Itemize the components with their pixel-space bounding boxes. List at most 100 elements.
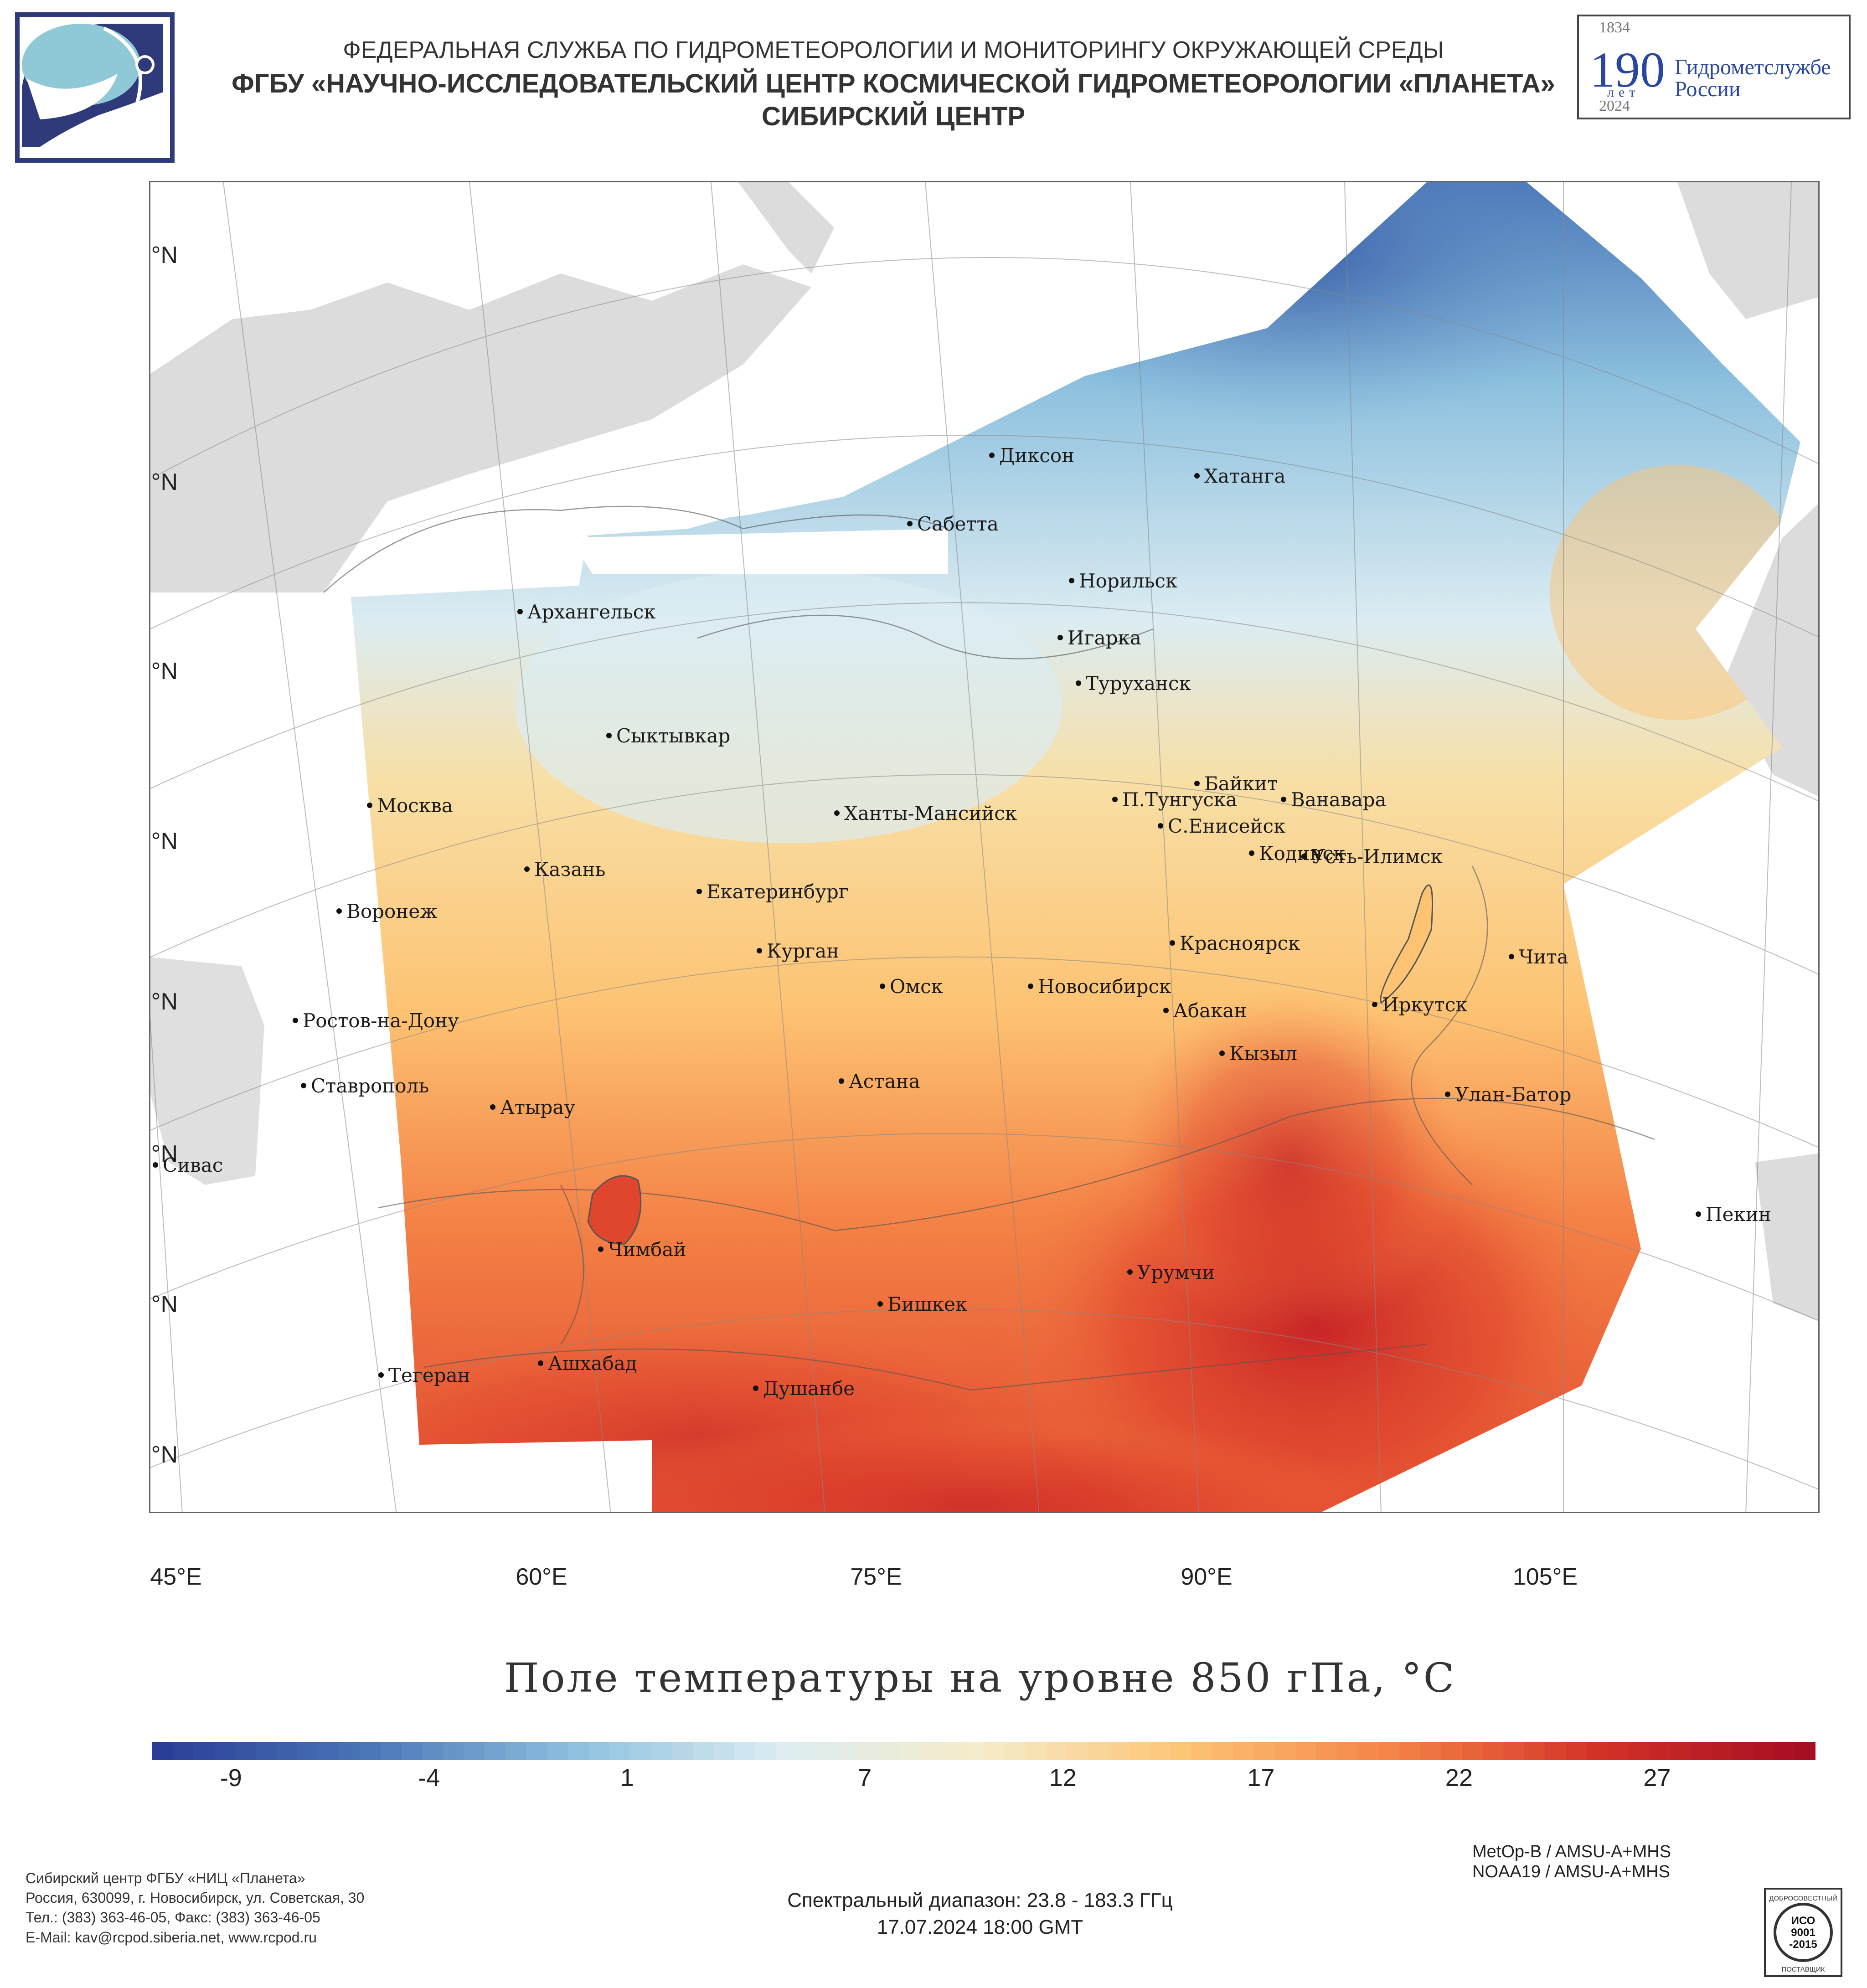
city-moscow: Москва <box>367 794 453 817</box>
anniv-org-line2: России <box>1675 77 1741 101</box>
colorbar-segment <box>214 1742 236 1760</box>
colorbar-segment <box>651 1742 672 1760</box>
colorbar-segment <box>485 1742 506 1760</box>
colorbar-segment <box>401 1742 423 1760</box>
colorbar-segment <box>755 1742 776 1760</box>
colorbar-segment <box>1088 1742 1109 1760</box>
colorbar-segment <box>276 1742 298 1760</box>
colorbar-segment <box>963 1742 985 1760</box>
colorbar-segment <box>775 1742 797 1760</box>
colorbar-segment <box>1004 1742 1026 1760</box>
header-agency: ФЕДЕРАЛЬНАЯ СЛУЖБА ПО ГИДРОМЕТЕОРОЛОГИИ … <box>343 37 1444 63</box>
colorbar-segment <box>1774 1742 1795 1760</box>
colorbar-segment <box>152 1742 173 1760</box>
city-stavropol: Ставрополь <box>301 1075 429 1097</box>
colorbar-segment <box>942 1742 964 1760</box>
map-title: Поле температуры на уровне 850 гПа, °С <box>504 1654 1456 1701</box>
city-dikson: Диксон <box>989 444 1074 467</box>
colorbar-segment <box>1067 1742 1088 1760</box>
city-kyzyl: Кызыл <box>1219 1042 1297 1065</box>
colorbar-segment <box>547 1742 568 1760</box>
colorbar-segment <box>1171 1742 1192 1760</box>
lon-label-90: 90°E <box>1181 1564 1233 1590</box>
iso-label: ИСО <box>1791 1915 1815 1927</box>
colorbar-segment <box>713 1742 735 1760</box>
colorbar-segment <box>879 1742 901 1760</box>
colorbar-segment <box>339 1742 361 1760</box>
city-turukhansk: Туруханск <box>1076 672 1191 695</box>
colorbar-segment <box>1649 1742 1671 1760</box>
colorbar-segment <box>630 1742 652 1760</box>
colorbar-segment <box>1150 1742 1171 1760</box>
lat-label-60: 60°N <box>150 469 178 495</box>
city-arkhangelsk: Архангельск <box>517 601 656 623</box>
colorbar-segment <box>1753 1742 1774 1760</box>
city-chimbay: Чимбай <box>598 1238 686 1261</box>
colorbar-tick-label: 17 <box>1247 1764 1275 1792</box>
colorbar-tick-label: 22 <box>1445 1764 1473 1792</box>
lat-label-55: 55°N <box>150 658 178 685</box>
city-ashgabat: Ашхабад <box>538 1352 637 1375</box>
colorbar-tick-label: 7 <box>858 1764 872 1792</box>
colorbar-segment <box>1399 1742 1421 1760</box>
footer-spectral: Спектральный диапазон: 23.8 - 183.3 ГГц … <box>684 1887 1276 1941</box>
colorbar-segment <box>1046 1742 1068 1760</box>
colorbar-segment <box>859 1742 880 1760</box>
city-beijing: Пекин <box>1696 1203 1771 1226</box>
anniv-org-line1: Гидрометслужбе <box>1675 55 1831 79</box>
city-krasnoyarsk: Красноярск <box>1170 932 1300 954</box>
colorbar-segment <box>1441 1742 1463 1760</box>
iso-certification-badge: ДОБРОСОВЕСТНЫЙ ИСО 9001 -2015 ПОСТАВЩИК <box>1764 1888 1842 1977</box>
city-irkutsk: Иркутск <box>1372 994 1467 1016</box>
city-novosibirsk: Новосибирск <box>1028 975 1171 998</box>
city-khatanga: Хатанга <box>1194 465 1285 487</box>
colorbar-segment <box>172 1742 194 1760</box>
colorbar-segment <box>1691 1742 1712 1760</box>
anniv-org: Гидрометслужбе России <box>1675 57 1831 100</box>
colorbar-segment <box>838 1742 860 1760</box>
anniv-word: лет <box>1607 85 1640 100</box>
colorbar-segment <box>1233 1742 1255 1760</box>
colorbar-segment <box>567 1742 589 1760</box>
lat-label-35: 35°N <box>150 1291 178 1318</box>
colorbar-segment <box>671 1742 693 1760</box>
anniversary-badge: 1834 190 лет Гидрометслужбе России 2024 <box>1577 15 1851 119</box>
map-canvas <box>150 182 1818 1512</box>
colorbar-tick-label: 27 <box>1643 1764 1671 1792</box>
lon-label-75: 75°E <box>850 1564 902 1590</box>
lon-label-105: 105°E <box>1512 1564 1578 1590</box>
colorbar-segment <box>1462 1742 1484 1760</box>
footer-contact-address: Россия, 630099, г. Новосибирск, ул. Сове… <box>26 1890 365 1906</box>
colorbar-segment <box>1566 1742 1588 1760</box>
colorbar-segment <box>1316 1742 1338 1760</box>
city-ulan-bator: Улан-Батор <box>1445 1083 1572 1106</box>
colorbar <box>152 1742 1815 1760</box>
colorbar-segment <box>1337 1742 1359 1760</box>
colorbar-segment <box>360 1742 381 1760</box>
footer-contacts: Сибирский центр ФГБУ «НИЦ «Планета» Росс… <box>26 1869 364 1947</box>
footer-contact-phone: Тел.: (383) 363-46-05, Факс: (383) 363-4… <box>26 1909 320 1926</box>
city-rostov: Ростов-на-Дону <box>293 1009 459 1032</box>
city-s-eniseysk: С.Енисейск <box>1158 815 1285 837</box>
city-igarka: Игарка <box>1057 627 1141 649</box>
colorbar-segment <box>609 1742 631 1760</box>
footer-datetime: 17.07.2024 18:00 GMT <box>877 1916 1083 1939</box>
colorbar-segment <box>1358 1742 1379 1760</box>
colorbar-segment <box>1628 1742 1650 1760</box>
iso-top: ДОБРОСОВЕСТНЫЙ <box>1769 1894 1837 1902</box>
colorbar-segment <box>1295 1742 1317 1760</box>
footer-spectral-range: Спектральный диапазон: 23.8 - 183.3 ГГц <box>787 1889 1173 1911</box>
city-omsk: Омск <box>880 975 943 998</box>
colorbar-tick-label: 1 <box>620 1764 634 1792</box>
colorbar-segment <box>734 1742 756 1760</box>
colorbar-segment <box>193 1742 215 1760</box>
colorbar-segment <box>1503 1742 1525 1760</box>
colorbar-segment <box>1795 1742 1815 1760</box>
city-atyrau: Атырау <box>490 1096 575 1118</box>
colorbar-tick-label: -4 <box>418 1764 440 1792</box>
city-voronezh: Воронеж <box>336 900 438 922</box>
lat-label-30: 30°N <box>150 1442 178 1468</box>
footer-contact-org: Сибирский центр ФГБУ «НИЦ «Планета» <box>26 1870 305 1886</box>
city-sivas: Сивас <box>153 1154 223 1176</box>
city-dushanbe: Душанбе <box>753 1377 855 1400</box>
